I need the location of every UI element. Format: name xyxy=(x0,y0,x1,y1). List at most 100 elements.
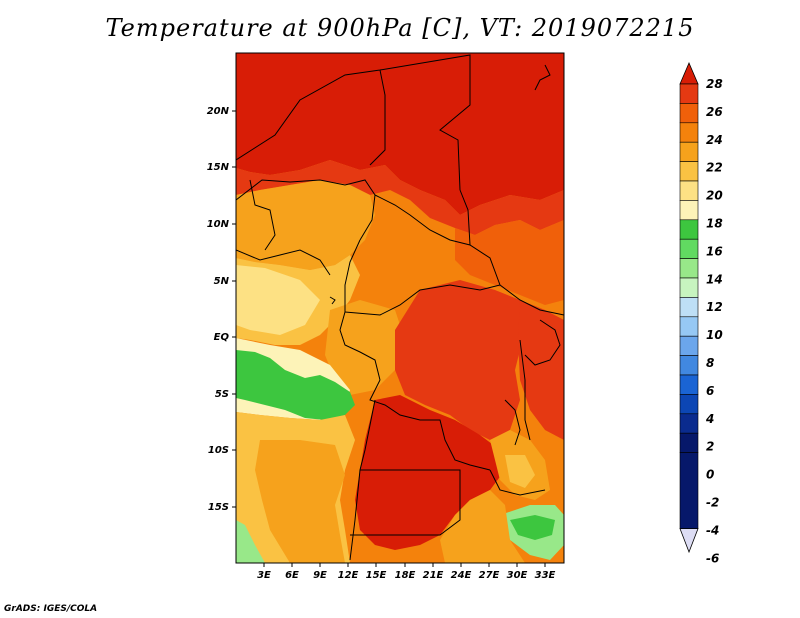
colorbar-label-16: 16 xyxy=(706,244,723,258)
border-east-drc xyxy=(519,339,531,441)
colorbar-label-minus4: -4 xyxy=(706,523,719,537)
colorbar-label-6: 6 xyxy=(706,384,714,398)
lat-label-5S: 5S xyxy=(215,389,229,400)
colorbar-label-12: 12 xyxy=(706,300,723,314)
lat-label-EQ: EQ xyxy=(214,332,230,343)
field-se-green-dark xyxy=(510,515,555,540)
colorbar-bottom-arrow xyxy=(679,528,699,554)
colorbar-bin-20-22 xyxy=(679,141,699,162)
colorbar-label-24: 24 xyxy=(706,133,723,147)
grads-credit: GrADS: IGES/COLA xyxy=(4,604,98,614)
colorbar-bin-12-14 xyxy=(679,219,699,240)
country-borders xyxy=(236,54,564,561)
border-nile-delta xyxy=(534,64,551,91)
border-sudan-chad xyxy=(459,189,471,246)
colorbar-bin-24-26 xyxy=(679,103,699,124)
border-libya-chad xyxy=(369,69,386,166)
field-sudan-24 xyxy=(455,220,564,305)
lon-label-33E: 33E xyxy=(535,570,556,581)
field-gulf-16 xyxy=(236,265,320,335)
border-cameroon xyxy=(344,239,361,312)
colorbar-label-0: 0 xyxy=(706,468,714,482)
lat-axis: 20N 15N 10N 5N EQ 5S 10S 15S xyxy=(207,106,236,513)
colorbar-bin-22-24 xyxy=(679,122,699,143)
map-frame xyxy=(235,52,565,564)
colorbar-top-arrow xyxy=(679,61,699,85)
lat-label-10N: 10N xyxy=(207,219,230,230)
lon-label-15E: 15E xyxy=(366,570,387,581)
field-sahel-26 xyxy=(236,160,564,235)
colorbar-bin-26-28 xyxy=(679,83,699,104)
colorbar-bin-10-12 xyxy=(679,238,699,259)
lat-label-20N: 20N xyxy=(207,106,230,117)
colorbar-label-8: 8 xyxy=(706,356,714,370)
colorbar-bin-8-10 xyxy=(679,258,699,279)
colorbar-label-4: 4 xyxy=(705,412,714,426)
colorbar-label-2: 2 xyxy=(706,440,714,454)
border-car-drc xyxy=(344,284,501,316)
colorbar-label-minus6: -6 xyxy=(706,551,719,565)
lon-label-27E: 27E xyxy=(479,570,500,581)
border-niger-nigeria xyxy=(236,179,376,241)
colorbar-bin-minus2-0 xyxy=(679,355,699,376)
lon-axis: 3E 6E 9E 12E 15E 18E 21E 24E 27E 30E 33E xyxy=(257,563,556,581)
colorbar-bin-low-2 xyxy=(679,432,699,453)
colorbar-bin-low-1 xyxy=(679,413,699,434)
lon-label-30E: 30E xyxy=(507,570,528,581)
colorbar-label-10: 10 xyxy=(706,328,723,342)
border-gabon-congo xyxy=(339,311,381,381)
colorbar-bin-minus6-minus4 xyxy=(679,394,699,415)
lon-label-18E: 18E xyxy=(395,570,416,581)
chart-title: Temperature at 900hPa [C], VT: 201907221… xyxy=(105,14,695,42)
field-south-atlantic-inner xyxy=(255,440,345,563)
colorbar-labels: 28 26 24 22 20 18 16 14 12 10 8 6 4 2 0 … xyxy=(705,77,723,565)
colorbar-label-20: 20 xyxy=(706,189,723,203)
border-chad-car xyxy=(374,194,501,286)
border-lake-tanganyika xyxy=(504,399,521,446)
lon-label-9E: 9E xyxy=(313,570,327,581)
colorbar-bin-0-2 xyxy=(679,335,699,356)
colorbar-label-26: 26 xyxy=(706,105,723,119)
colorbar-bin-minus4-minus2 xyxy=(679,374,699,395)
field-angola-28 xyxy=(355,395,505,550)
lat-label-5N: 5N xyxy=(214,276,230,287)
border-west-interior xyxy=(249,179,276,251)
colorbar-bin-16-18 xyxy=(679,180,699,201)
lon-label-3E: 3E xyxy=(257,570,271,581)
field-congo-26 xyxy=(395,280,525,440)
colorbar-bin-14-16 xyxy=(679,200,699,221)
field-sahara-hot xyxy=(236,53,564,215)
lat-label-15N: 15N xyxy=(207,162,230,173)
lon-label-24E: 24E xyxy=(451,570,472,581)
lon-label-6E: 6E xyxy=(285,570,299,581)
border-sahara xyxy=(236,54,471,191)
border-zambia xyxy=(489,469,546,496)
border-bioko xyxy=(329,296,336,305)
colorbar-bin-6-8 xyxy=(679,277,699,298)
colorbar-label-18: 18 xyxy=(706,217,723,231)
border-south-sudan xyxy=(499,284,564,316)
lon-label-21E: 21E xyxy=(423,570,444,581)
colorbar-label-minus2: -2 xyxy=(706,496,719,510)
field-east-26 xyxy=(518,300,564,440)
lat-label-10S: 10S xyxy=(208,445,229,456)
colorbar-label-28: 28 xyxy=(706,77,723,91)
border-lake-victoria xyxy=(524,319,561,366)
border-angola-south xyxy=(350,469,461,536)
field-sw-green xyxy=(236,520,265,563)
colorbar-bin-lowest xyxy=(679,452,699,529)
lat-label-15S: 15S xyxy=(208,502,229,513)
field-ocean-green xyxy=(236,350,355,420)
field-east-highlands-16 xyxy=(505,455,535,488)
colorbar-label-22: 22 xyxy=(706,161,723,175)
field-west-20 xyxy=(236,180,375,270)
border-drc-angola xyxy=(369,379,491,471)
lon-label-12E: 12E xyxy=(338,570,359,581)
colorbar-bin-4-6 xyxy=(679,297,699,318)
colorbar-label-14: 14 xyxy=(706,272,723,286)
colorbar-bin-18-20 xyxy=(679,161,699,182)
colorbar-bin-2-4 xyxy=(679,316,699,337)
field-se-20 xyxy=(440,490,525,563)
border-west-coast xyxy=(236,249,331,276)
